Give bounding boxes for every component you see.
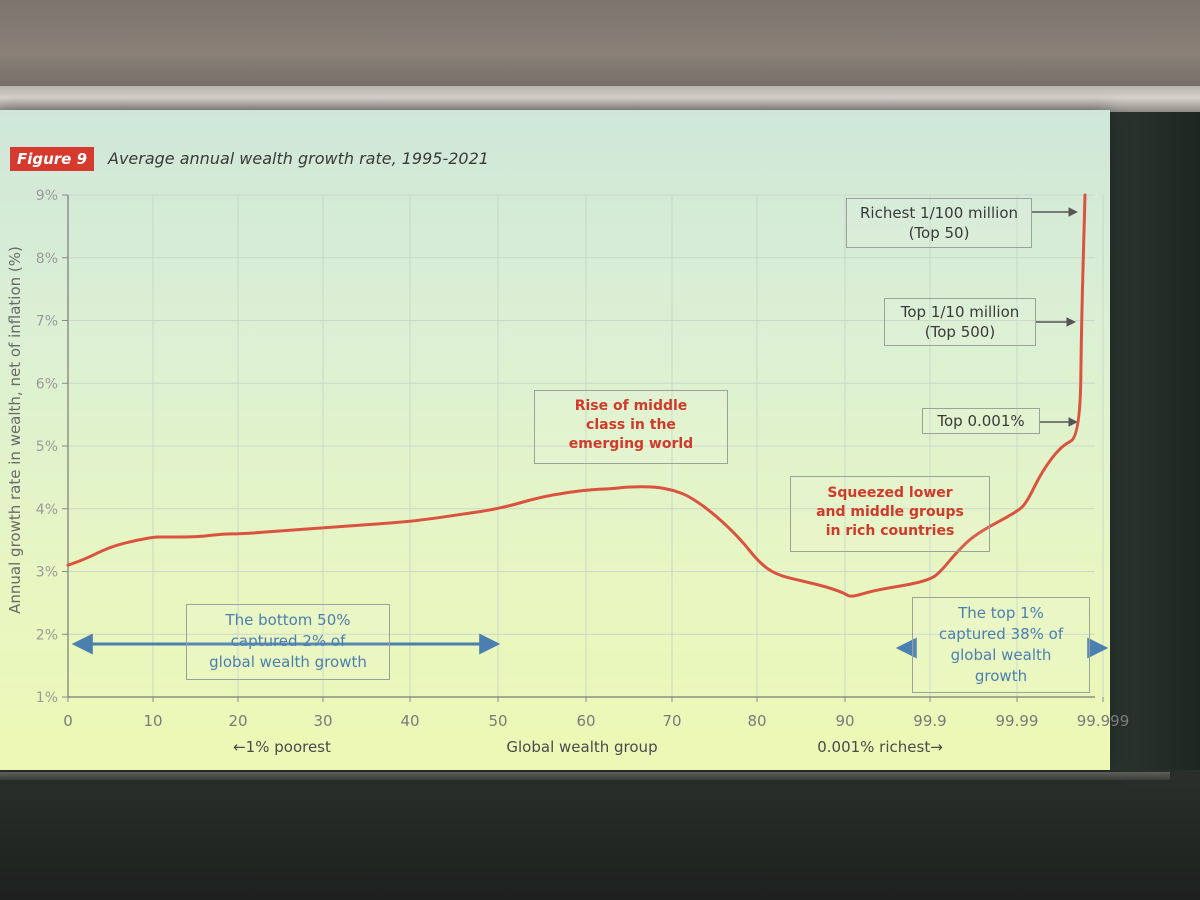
annotation-top-500: Top 1/10 million (Top 500) <box>884 298 1036 346</box>
projector-screen-housing <box>0 86 1200 112</box>
annotation-line: and middle groups <box>816 504 964 520</box>
annotation-line: global wealth growth <box>209 653 367 671</box>
x-tick-label: 40 <box>400 712 419 730</box>
annotation-line: Squeezed lower <box>827 485 953 501</box>
x-tick-label: 90 <box>835 712 854 730</box>
x-tick-label: 99.99 <box>996 712 1039 730</box>
x-tick-label: 50 <box>488 712 507 730</box>
annotation-line: emerging world <box>568 436 694 452</box>
y-tick-label: 9% <box>36 188 58 204</box>
annotation-line: growth <box>974 667 1028 685</box>
annotation-line: global wealth <box>950 646 1052 664</box>
y-tick-label: 1% <box>36 690 58 706</box>
x-tick-label: 10 <box>143 712 162 730</box>
annotation-middle-class: Rise of middle class in the emerging wor… <box>534 390 728 464</box>
series-line <box>66 193 1087 598</box>
annotation-line: in rich countries <box>825 523 955 539</box>
x-tick-label: 70 <box>662 712 681 730</box>
wealth-growth-line <box>66 193 1087 598</box>
annotation-squeezed-groups: Squeezed lower and middle groups in rich… <box>790 476 990 552</box>
x-axis-sublabel: ←1% poorest <box>233 738 331 756</box>
y-tick-label: 2% <box>36 627 58 643</box>
y-tick-label: 6% <box>36 376 58 392</box>
annotation-line: captured 38% of <box>938 625 1064 643</box>
y-tick-label: 8% <box>36 251 58 267</box>
annotation-arrows <box>71 207 1109 659</box>
y-tick-label: 7% <box>36 314 58 330</box>
annotation-line: captured 2% of <box>230 632 346 650</box>
annotation-line: The top 1% <box>958 604 1044 622</box>
screen-bottom-rail <box>0 772 1170 780</box>
room-wall-right <box>1110 112 1200 792</box>
annotation-line: Rise of middle <box>574 398 688 414</box>
x-tick-label: 20 <box>228 712 247 730</box>
annotation-line: (Top 50) <box>908 224 970 242</box>
annotation-bottom-50: The bottom 50% captured 2% of global wea… <box>186 604 390 680</box>
x-tick-label: 80 <box>747 712 766 730</box>
x-tick-label: 60 <box>576 712 595 730</box>
x-tick-label: 99.9 <box>913 712 946 730</box>
y-tick-label: 5% <box>36 439 58 455</box>
annotation-line: Top 1/10 million <box>900 303 1020 321</box>
figure-title: Average annual wealth growth rate, 1995-… <box>108 149 489 168</box>
room-floor <box>0 770 1200 900</box>
x-tick-label: 30 <box>313 712 332 730</box>
annotation-top-1: The top 1% captured 38% of global wealth… <box>912 597 1090 693</box>
annotation-richest-top-50: Richest 1/100 million (Top 50) <box>846 198 1032 248</box>
wall-background <box>0 0 1200 100</box>
annotation-line: Richest 1/100 million <box>860 204 1018 222</box>
annotation-line: Top 0.001% <box>937 412 1025 430</box>
x-axis-title: Global wealth group <box>506 738 657 756</box>
annotation-line: The bottom 50% <box>225 611 351 629</box>
y-axis-title: Annual growth rate in wealth, net of inf… <box>6 246 24 614</box>
projection-screen <box>0 110 1110 770</box>
x-tick-label: 0 <box>63 712 73 730</box>
y-tick-label: 4% <box>36 502 58 518</box>
annotation-line: class in the <box>586 417 676 433</box>
x-axis-sublabel: 0.001% richest→ <box>817 738 943 756</box>
annotation-line: (Top 500) <box>924 323 996 341</box>
y-tick-label: 3% <box>36 565 58 581</box>
annotation-top-0001: Top 0.001% <box>922 408 1040 434</box>
x-tick-label: 99.999 <box>1077 712 1130 730</box>
figure-badge: Figure 9 <box>10 147 94 171</box>
tick-labels: 1% 2% 3% 4% 5% 6% 7% 8% 9% 0 10 20 30 40 50 60 70 80 90 99.… <box>6 188 1129 756</box>
